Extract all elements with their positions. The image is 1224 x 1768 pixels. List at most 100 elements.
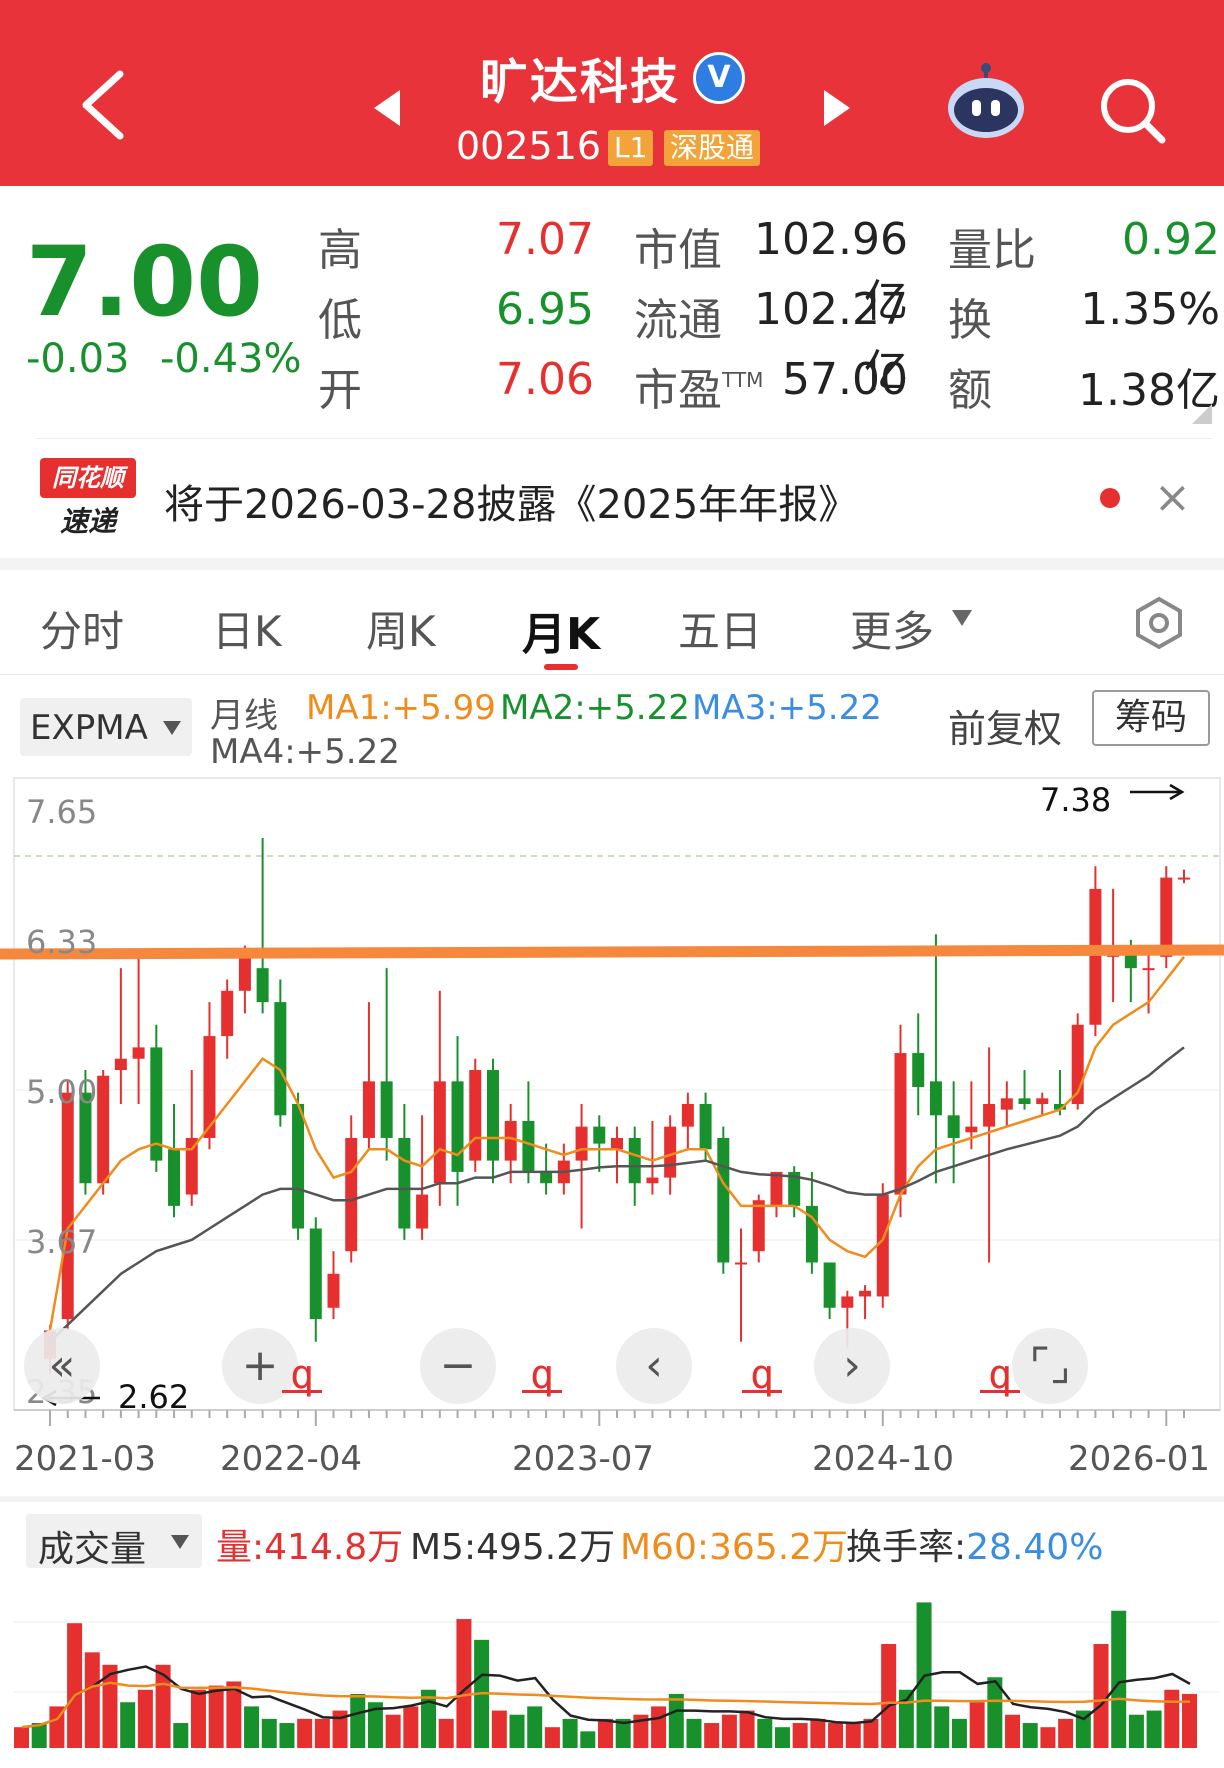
volume-bar bbox=[1040, 1727, 1056, 1748]
volume-bar bbox=[721, 1714, 737, 1748]
ma1-value: MA1:+5.99 bbox=[306, 688, 496, 728]
candle-down bbox=[593, 1115, 606, 1172]
settings-icon[interactable] bbox=[1132, 596, 1186, 650]
volume-bar bbox=[934, 1706, 950, 1748]
volume-bar bbox=[1093, 1644, 1109, 1748]
candle-down bbox=[274, 979, 287, 1127]
m5-value: M5:495.2万 bbox=[410, 1527, 616, 1568]
volume-bar bbox=[792, 1723, 808, 1748]
volume-bar bbox=[774, 1727, 790, 1748]
resistance-line bbox=[0, 944, 1224, 960]
volume-bar bbox=[84, 1652, 100, 1748]
active-tab-indicator bbox=[544, 664, 578, 670]
ma1-line bbox=[48, 956, 1185, 1331]
tab-more[interactable]: 更多 bbox=[850, 607, 935, 656]
event-underline bbox=[282, 1390, 322, 1393]
price-change-pct: -0.43% bbox=[160, 336, 302, 382]
candle-up bbox=[575, 1104, 588, 1229]
volume-bar bbox=[1005, 1714, 1021, 1748]
volume-bar bbox=[686, 1718, 702, 1748]
y-tick: 6.33 bbox=[26, 923, 97, 961]
x-tick: 2021-03 bbox=[14, 1439, 156, 1479]
candle-up bbox=[97, 1070, 110, 1195]
turnover-value: 1.35% bbox=[1080, 284, 1220, 335]
candle-down bbox=[309, 1217, 322, 1342]
candle-up bbox=[735, 1228, 748, 1342]
back-arrow-icon[interactable] bbox=[78, 70, 128, 140]
search-icon[interactable] bbox=[1098, 76, 1168, 146]
volume-bar bbox=[810, 1718, 826, 1748]
price-change: -0.03 bbox=[26, 336, 130, 382]
level-badge: L1 bbox=[608, 130, 654, 166]
volume-bar bbox=[49, 1706, 65, 1748]
y-tick: 5.00 bbox=[26, 1073, 97, 1111]
prev-stock-icon[interactable] bbox=[372, 88, 402, 128]
volume-bar bbox=[137, 1689, 153, 1748]
robot-assistant-icon[interactable] bbox=[944, 62, 1028, 146]
dropdown-icon bbox=[171, 1535, 189, 1549]
candle-down bbox=[823, 1262, 836, 1320]
top-bar: 旷达科技 V 002516 L1 深股通 bbox=[0, 0, 1224, 186]
turnover-label: 换 bbox=[948, 295, 992, 346]
market-cap-label: 市值 bbox=[634, 225, 722, 276]
volume-bar bbox=[67, 1623, 83, 1748]
candlestick-chart[interactable]: 7.65 6.33 5.00 3.67 2.35 7.38 2.62 2021-… bbox=[0, 770, 1224, 1486]
volume-bar bbox=[297, 1718, 313, 1748]
candle-down bbox=[540, 1143, 553, 1195]
candle-down bbox=[398, 1104, 411, 1240]
amount-label: 额 bbox=[948, 365, 992, 416]
tab-five-day[interactable]: 五日 bbox=[678, 607, 763, 656]
tab-monthly-k[interactable]: 月K bbox=[522, 609, 601, 660]
volume-bar bbox=[1075, 1710, 1091, 1748]
chips-button[interactable]: 筹码 bbox=[1092, 690, 1210, 746]
float-cap-value: 102.27亿 bbox=[754, 284, 908, 397]
next-stock-icon[interactable] bbox=[822, 88, 852, 128]
volume-bar bbox=[190, 1689, 206, 1748]
ths-news-logo: 同花顺 速递 bbox=[40, 458, 136, 540]
candle-up bbox=[345, 1115, 358, 1263]
tab-intraday[interactable]: 分时 bbox=[40, 607, 125, 656]
volume-ratio-value: 0.92 bbox=[1122, 214, 1220, 265]
volume-selector[interactable]: 成交量 bbox=[26, 1514, 202, 1570]
stock-code: 002516 bbox=[456, 124, 602, 168]
scroll-left-icon[interactable]: ‹ bbox=[616, 1328, 692, 1404]
market-cap-value: 102.96亿 bbox=[754, 214, 908, 327]
candle-down bbox=[79, 1070, 92, 1195]
candle-down bbox=[912, 1013, 925, 1116]
candle-down bbox=[256, 837, 269, 1014]
candle-up bbox=[504, 1104, 517, 1184]
candle-up bbox=[611, 1126, 623, 1184]
expand-corner-icon[interactable] bbox=[1192, 404, 1212, 424]
candle-up bbox=[1178, 869, 1190, 884]
candle-up bbox=[433, 990, 446, 1206]
candle-up bbox=[469, 1058, 482, 1172]
rewind-icon[interactable]: « bbox=[24, 1328, 100, 1404]
volume-value: 量:414.8万 bbox=[216, 1527, 404, 1568]
more-dropdown-icon[interactable] bbox=[950, 608, 974, 628]
volume-bar bbox=[491, 1710, 507, 1748]
volume-bar bbox=[350, 1693, 366, 1748]
adjust-mode-button[interactable]: 前复权 bbox=[948, 707, 1063, 751]
event-underline bbox=[522, 1390, 562, 1393]
close-notice-icon[interactable]: × bbox=[1154, 472, 1191, 523]
volume-bar bbox=[120, 1702, 136, 1748]
scroll-right-icon[interactable]: › bbox=[814, 1328, 890, 1404]
fullscreen-icon[interactable]: ⌜⌟ bbox=[1012, 1328, 1088, 1404]
indicator-selector[interactable]: EXPMA bbox=[20, 698, 192, 756]
candle-up bbox=[557, 1143, 570, 1195]
m5-line bbox=[21, 1665, 1191, 1729]
x-tick: 2023-07 bbox=[512, 1439, 654, 1479]
volume-chart[interactable] bbox=[0, 1572, 1224, 1768]
candle-up bbox=[1000, 1081, 1013, 1127]
zoom-out-icon[interactable]: − bbox=[420, 1328, 496, 1404]
tab-weekly-k[interactable]: 周K bbox=[366, 607, 436, 656]
divider bbox=[36, 438, 1212, 439]
ma2-line bbox=[49, 1046, 1185, 1343]
event-underline bbox=[742, 1390, 782, 1393]
volume-bar bbox=[367, 1702, 383, 1748]
low-label: 低 bbox=[318, 295, 362, 346]
tab-daily-k[interactable]: 日K bbox=[212, 607, 282, 656]
notice-text[interactable]: 将于2026-03-28披露《2025年年报》 bbox=[164, 482, 859, 528]
volume-bar bbox=[1146, 1710, 1162, 1748]
